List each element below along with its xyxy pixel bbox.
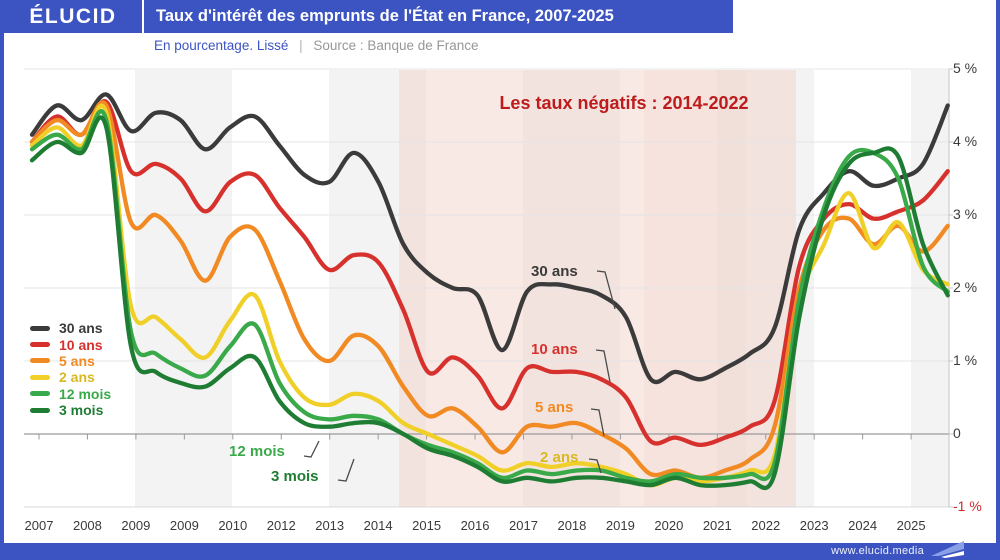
x-tick-label: 2025 [896, 518, 926, 533]
annotation-negative-rates: Les taux négatifs : 2014-2022 [499, 93, 749, 113]
series-line-30-ans [29, 92, 950, 385]
line-chart-canvas [24, 68, 953, 508]
callout-leader-line [303, 440, 320, 458]
x-axis: 2007 2008 2009 2009 2010 2012 2013 2014 2015 2016… [4, 518, 996, 536]
legend-swatch [30, 342, 50, 348]
x-tick-label: 2015 [412, 518, 442, 533]
chart-area: 5 % 4 % 3 % 2 % 1 % 0 -1 % 2007 2008 2009 2009 201… [4, 0, 996, 543]
series-line-5-ans [29, 100, 950, 480]
brand-box: ÉLUCID [4, 0, 144, 33]
callout-label-12-mois: 12 mois [229, 443, 285, 460]
legend-label: 10 ans [59, 336, 103, 353]
footer-url: www.elucid.media [831, 545, 924, 557]
x-tick-label: 2016 [460, 518, 490, 533]
legend-item-12-mois: 12 mois [30, 386, 111, 402]
callout-label-5-ans: 5 ans [535, 399, 574, 416]
legend-label: 3 mois [59, 402, 104, 419]
x-tick-label: 2007 [24, 518, 54, 533]
chart-legend: 30 ans 10 ans 5 ans 2 ans 12 mois 3 mois [30, 320, 111, 418]
callout-leader-line [337, 458, 355, 482]
series-line-12-mois [29, 109, 950, 484]
x-tick-label: 2013 [315, 518, 345, 533]
legend-swatch [30, 374, 50, 380]
x-tick-label: 2022 [751, 518, 781, 533]
page-title: Taux d'intérêt des emprunts de l'État en… [156, 7, 614, 25]
subheader: En pourcentage. Lissé | Source : Banque … [4, 33, 996, 58]
footer-bar: www.elucid.media [4, 541, 996, 560]
y-tick-label: 5 % [953, 60, 978, 76]
legend-swatch [30, 358, 50, 364]
callout-leader-line [596, 270, 616, 310]
subtitle-unit: En pourcentage. Lissé [154, 38, 289, 53]
header-bar: ÉLUCID Taux d'intérêt des emprunts de l'… [4, 0, 733, 33]
x-tick-label: 2019 [605, 518, 635, 533]
y-tick-label: -1 % [953, 498, 982, 514]
x-tick-label: 2021 [702, 518, 732, 533]
legend-swatch [30, 325, 50, 331]
legend-label: 12 mois [59, 385, 112, 402]
series-line-10-ans [29, 99, 950, 448]
y-tick-label: 1 % [953, 352, 978, 368]
legend-item-30-ans: 30 ans [30, 320, 111, 336]
callout-leader-line [595, 349, 611, 383]
y-tick-label: 4 % [953, 133, 978, 149]
callout-leader-line [588, 458, 602, 474]
series-line-3-mois [29, 115, 950, 491]
y-tick-label: 2 % [953, 279, 978, 295]
y-tick-label: 0 [953, 425, 961, 441]
x-tick-label: 2014 [363, 518, 393, 533]
elucid-flag-icon [931, 541, 964, 558]
callout-label-30-ans: 30 ans [531, 263, 578, 280]
legend-swatch [30, 391, 50, 397]
legend-label: 2 ans [59, 369, 95, 386]
callout-label-3-mois: 3 mois [271, 468, 319, 485]
x-tick-label: 2012 [266, 518, 296, 533]
x-tick-label: 2024 [848, 518, 878, 533]
elucid-logo: ÉLUCID [29, 4, 117, 28]
legend-item-10-ans: 10 ans [30, 336, 111, 352]
legend-swatch [30, 407, 50, 413]
x-tick-label: 2008 [72, 518, 102, 533]
subtitle-source: Source : Banque de France [313, 38, 479, 53]
callout-label-2-ans: 2 ans [540, 449, 579, 466]
legend-label: 5 ans [59, 352, 95, 369]
y-tick-label: 3 % [953, 206, 978, 222]
legend-label: 30 ans [59, 320, 103, 337]
legend-item-5-ans: 5 ans [30, 353, 111, 369]
callout-leader-line [590, 408, 605, 437]
x-tick-label: 2010 [218, 518, 248, 533]
legend-item-2-ans: 2 ans [30, 369, 111, 385]
x-tick-label: 2023 [799, 518, 829, 533]
callout-label-10-ans: 10 ans [531, 341, 578, 358]
x-tick-label: 2020 [654, 518, 684, 533]
x-tick-label: 2017 [509, 518, 538, 533]
x-tick-label: 2009 [121, 518, 151, 533]
x-tick-label: 2018 [557, 518, 587, 533]
x-tick-label: 2009 [169, 518, 199, 533]
legend-item-3-mois: 3 mois [30, 402, 111, 418]
subtitle-separator: | [299, 38, 303, 53]
